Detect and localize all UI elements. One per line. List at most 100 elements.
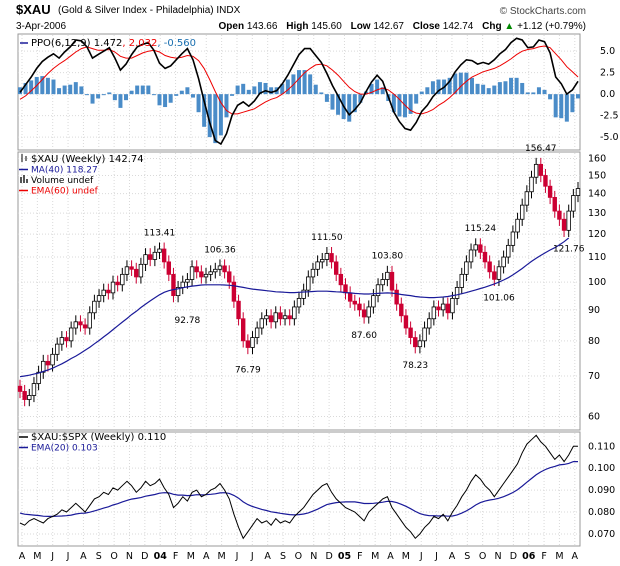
x-axis-label: A — [572, 551, 579, 562]
ppo-histogram-bar — [190, 94, 195, 98]
x-axis-label: J — [250, 551, 254, 562]
ppo-histogram-bar — [469, 77, 474, 95]
ppo-histogram-bar — [514, 77, 519, 95]
price-annotation: 92.78 — [175, 316, 201, 326]
ppo-histogram-bar — [313, 84, 318, 95]
price-candle-body — [347, 292, 353, 302]
ohlc-readout: Open 143.66 High 145.60 Low 142.67 Close… — [219, 21, 587, 32]
ratio-y-tick: 0.090 — [588, 485, 615, 496]
ratio-y-tick: 0.100 — [588, 463, 615, 474]
chart-description: (Gold & Silver Index - Philadelphia) IND… — [58, 5, 241, 16]
price-candle-body — [143, 254, 148, 265]
price-annotation: 113.41 — [144, 228, 176, 238]
ppo-histogram-bar — [57, 88, 62, 95]
price-candle-body — [92, 300, 97, 314]
ppo-histogram-bar — [391, 94, 396, 113]
price-candle-body — [538, 163, 543, 176]
ppo-histogram-bar — [129, 90, 134, 95]
ppo-histogram-bar — [358, 94, 363, 103]
ppo-y-tick: 5.0 — [600, 46, 615, 57]
ppo-histogram-bar — [324, 94, 329, 102]
price-candle-body — [315, 261, 320, 270]
ppo-histogram-bar — [458, 72, 463, 95]
price-legend-text: EMA(60) undef — [31, 187, 99, 197]
ppo-histogram-bar — [168, 94, 173, 103]
ppo-histogram-bar — [280, 83, 285, 95]
x-axis-label: F — [541, 551, 546, 562]
price-candle-body — [394, 289, 399, 305]
price-candle-body — [31, 383, 37, 396]
price-candle-body — [478, 244, 483, 253]
ppo-histogram-bar — [336, 94, 341, 115]
price-candle-body — [399, 303, 404, 317]
ppo-histogram-bar — [319, 92, 324, 95]
price-y-tick: 110 — [588, 252, 606, 263]
price-candle-body — [199, 271, 204, 278]
x-axis-label: M — [555, 551, 563, 562]
price-candle-body — [50, 353, 55, 366]
ppo-histogram-bar — [414, 94, 419, 104]
ppo-histogram-bar — [213, 94, 218, 144]
price-candle-body — [245, 340, 251, 348]
ppo-histogram-bar — [101, 94, 106, 96]
x-axis-label: M — [371, 551, 379, 562]
x-axis-label: S — [464, 551, 470, 562]
x-axis-label: A — [80, 551, 87, 562]
x-axis-label: J — [235, 551, 239, 562]
ppo-histogram-bar — [486, 88, 491, 95]
price-candle-body — [482, 251, 488, 263]
price-candle-body — [171, 273, 176, 297]
price-candle-body — [454, 287, 460, 299]
low-value: 142.67 — [373, 21, 404, 32]
ppo-histogram-bar — [263, 82, 268, 95]
price-annotation: 115.24 — [465, 224, 497, 234]
price-candle-body — [343, 284, 348, 294]
price-candle-body — [17, 385, 23, 392]
ppo-histogram-bar — [196, 94, 201, 113]
price-candle-body — [55, 343, 60, 355]
price-candle-body — [166, 261, 171, 275]
price-candle-body — [506, 244, 511, 258]
price-candle-body — [41, 360, 46, 373]
price-candle-body — [278, 312, 283, 320]
ppo-histogram-bar — [285, 79, 290, 95]
price-candle-body — [124, 266, 130, 275]
ppo-histogram-bar — [497, 82, 502, 95]
price-candle-body — [352, 300, 357, 305]
x-axis-label: F — [357, 551, 362, 562]
ratio-ema-line — [19, 461, 578, 517]
ppo-histogram-bar — [380, 87, 385, 95]
price-candle-body — [110, 281, 116, 294]
x-axis-label: S — [280, 551, 286, 562]
ppo-histogram-bar — [576, 94, 580, 99]
price-candle-body — [68, 327, 74, 342]
ppo-histogram-bar — [135, 85, 140, 95]
open-label: Open — [218, 21, 245, 32]
ppo-histogram-bar — [308, 74, 313, 95]
price-candle-body — [329, 253, 334, 263]
price-candle-body — [96, 295, 102, 302]
price-candle-body — [157, 248, 162, 253]
ppo-histogram-bar — [375, 79, 380, 95]
price-candle-body — [208, 271, 213, 275]
price-candle-body — [87, 312, 92, 329]
price-candle-body — [227, 271, 232, 283]
price-annotation: 156.47 — [525, 144, 557, 154]
price-candle-body — [310, 268, 316, 278]
price-y-tick: 70 — [588, 371, 600, 382]
ppo-histogram-bar — [107, 92, 112, 95]
ppo-histogram-bar — [347, 94, 352, 122]
ppo-histogram-bar — [230, 94, 235, 96]
price-candle-body — [375, 284, 381, 297]
price-candle-body — [73, 321, 78, 329]
ppo-histogram-bar — [96, 94, 101, 99]
ppo-y-tick: 2.5 — [600, 68, 615, 79]
price-candle-body — [292, 306, 297, 320]
ppo-histogram-bar — [492, 85, 497, 95]
ppo-histogram-bar — [51, 79, 56, 95]
close-value: 142.74 — [442, 21, 474, 32]
ppo-histogram-bar — [419, 91, 424, 95]
price-candle-body — [175, 287, 181, 297]
x-axis-label: O — [479, 551, 486, 562]
ppo-histogram-bar — [369, 83, 374, 95]
